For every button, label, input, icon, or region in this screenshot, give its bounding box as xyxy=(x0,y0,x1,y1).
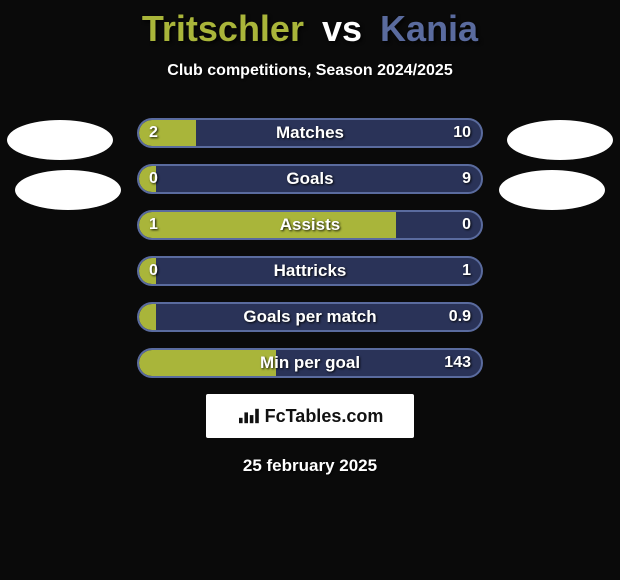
stat-label: Min per goal xyxy=(139,350,481,376)
stat-label: Goals xyxy=(139,166,481,192)
comparison-chart: 210Matches 09Goals 10Assists 01Hattricks 0.9… xyxy=(0,118,620,378)
player1-avatar-top xyxy=(7,120,113,160)
stat-label: Goals per match xyxy=(139,304,481,330)
vs-separator: vs xyxy=(322,8,362,49)
stat-label: Matches xyxy=(139,120,481,146)
player1-name: Tritschler xyxy=(142,8,304,49)
stat-row: 143Min per goal xyxy=(137,348,483,378)
stat-label: Assists xyxy=(139,212,481,238)
player2-avatar-top xyxy=(507,120,613,160)
stat-row: 210Matches xyxy=(137,118,483,148)
stat-label: Hattricks xyxy=(139,258,481,284)
stat-row: 01Hattricks xyxy=(137,256,483,286)
stat-row: 10Assists xyxy=(137,210,483,240)
player2-avatar-bottom xyxy=(499,170,605,210)
page-title: Tritschler vs Kania xyxy=(0,0,620,50)
bar-chart-icon xyxy=(237,407,259,425)
bar-container: 210Matches 09Goals 10Assists 01Hattricks 0.9… xyxy=(0,118,620,378)
stat-row: 09Goals xyxy=(137,164,483,194)
brand-text: FcTables.com xyxy=(265,406,384,427)
brand-badge: FcTables.com xyxy=(206,394,414,438)
date-text: 25 february 2025 xyxy=(0,456,620,476)
player2-name: Kania xyxy=(380,8,478,49)
stat-row: 0.9Goals per match xyxy=(137,302,483,332)
player1-avatar-bottom xyxy=(15,170,121,210)
subtitle: Club competitions, Season 2024/2025 xyxy=(0,62,620,80)
